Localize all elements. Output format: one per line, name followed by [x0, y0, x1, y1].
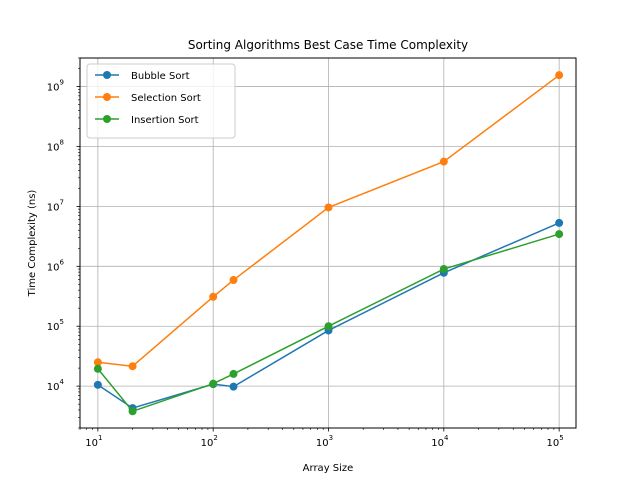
y-tick-label: 109: [47, 79, 64, 94]
legend-marker-bubble-sort: [103, 71, 111, 79]
x-tick-label: 101: [85, 434, 102, 449]
legend-label-insertion-sort: Insertion Sort: [131, 115, 199, 126]
legend: Bubble Sort Selection Sort Insertion Sort: [86, 63, 236, 139]
x-tick-exponent: 1: [98, 434, 102, 442]
y-tick-exponent: 7: [60, 198, 64, 206]
y-tick-exponent: 4: [60, 378, 65, 386]
x-tick-label: 105: [547, 434, 564, 449]
selection-sort-point: [128, 362, 137, 371]
x-tick-base: 10: [85, 438, 98, 449]
y-tick-label: 108: [47, 138, 64, 153]
x-tick-label: 104: [431, 434, 449, 449]
insertion-sort-point: [439, 265, 448, 274]
y-tick-base: 10: [47, 382, 60, 393]
insertion-sort-point: [128, 407, 137, 416]
bubble-sort-point: [229, 382, 238, 391]
x-tick-base: 10: [316, 438, 329, 449]
y-tick-base: 10: [47, 142, 60, 153]
selection-sort-point: [439, 157, 448, 166]
selection-sort-point: [93, 358, 102, 367]
y-tick-base: 10: [47, 202, 60, 213]
insertion-sort-point: [324, 322, 333, 331]
legend-marker-selection-sort: [103, 93, 111, 101]
x-tick-exponent: 3: [329, 434, 333, 442]
x-tick-base: 10: [431, 438, 444, 449]
insertion-sort-point: [555, 230, 564, 239]
x-tick-label: 102: [201, 434, 218, 449]
y-tick-base: 10: [47, 322, 60, 333]
x-tick-label: 103: [316, 434, 333, 449]
legend-label-bubble-sort: Bubble Sort: [131, 71, 190, 82]
selection-sort-point: [324, 203, 333, 212]
selection-sort-point: [555, 71, 564, 80]
insertion-sort-point: [209, 379, 218, 388]
chart-title: Sorting Algorithms Best Case Time Comple…: [188, 38, 468, 52]
plot-frame: [79, 57, 577, 429]
x-tick-base: 10: [201, 438, 214, 449]
y-tick-base: 10: [47, 83, 60, 94]
y-tick-label: 107: [47, 198, 64, 213]
grid: [80, 58, 576, 428]
legend-marker-insertion-sort: [103, 115, 111, 123]
bubble-sort-point: [555, 218, 564, 227]
x-tick-exponent: 4: [444, 434, 449, 442]
x-tick-exponent: 2: [213, 434, 217, 442]
selection-sort-point: [209, 292, 218, 301]
x-axis-label: Array Size: [303, 463, 354, 474]
x-tick-base: 10: [547, 438, 560, 449]
y-tick-label: 106: [47, 258, 65, 273]
series-layer: [93, 71, 564, 416]
selection-sort-point: [229, 276, 238, 285]
bubble-sort-point: [93, 380, 102, 389]
insertion-sort-point: [229, 369, 238, 378]
y-tick-base: 10: [47, 262, 60, 273]
y-axis-label: Time Complexity (ns): [27, 190, 38, 298]
x-tick-exponent: 5: [559, 434, 563, 442]
legend-label-selection-sort: Selection Sort: [131, 93, 201, 104]
legend-box: [86, 63, 236, 139]
y-tick-exponent: 5: [60, 318, 64, 326]
y-tick-label: 104: [47, 378, 65, 393]
y-tick-exponent: 9: [60, 79, 64, 87]
y-tick-exponent: 6: [60, 258, 65, 266]
y-tick-exponent: 8: [60, 138, 64, 146]
insertion-sort-point: [93, 364, 102, 373]
y-tick-label: 105: [47, 318, 64, 333]
